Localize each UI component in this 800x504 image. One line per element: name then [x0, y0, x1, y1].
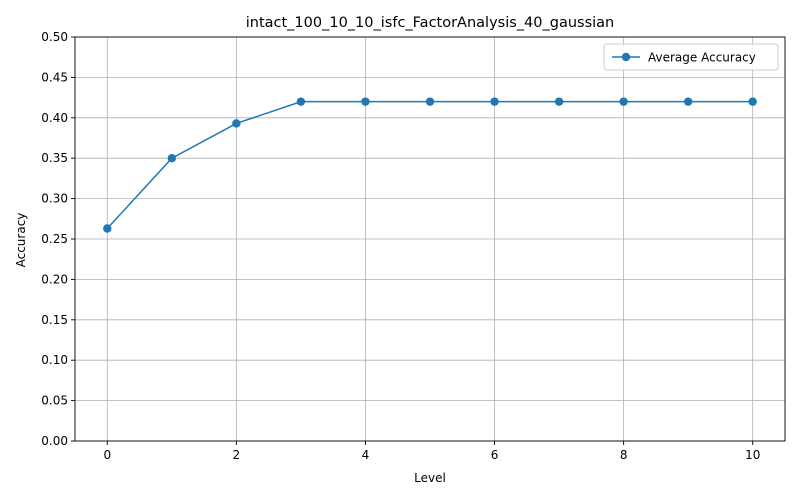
legend-box [603, 43, 779, 71]
data-point [748, 97, 757, 106]
y-tick-label: 0.15 [41, 313, 68, 327]
x-axis-label: Level [414, 471, 446, 485]
y-tick-label: 0.35 [41, 151, 68, 165]
data-point [103, 224, 112, 233]
legend-marker [621, 52, 631, 62]
x-tick-label: 4 [362, 448, 370, 462]
axes: 0 2 4 6 8 10 0.00 0.05 0.10 0.15 0.20 0.25 0.30 0.35 0… [41, 30, 786, 462]
data-point [361, 97, 370, 106]
y-tick-label: 0.20 [41, 272, 68, 286]
series-layer [103, 97, 757, 233]
data-point [167, 154, 177, 163]
series-line [106, 100, 753, 230]
data-point [296, 97, 306, 106]
legend-label: Average Accuracy [648, 51, 756, 65]
data-point [425, 97, 435, 106]
data-point [683, 97, 693, 106]
x-tick-label: 10 [745, 448, 760, 462]
y-tick-label: 0.30 [41, 192, 68, 206]
y-tick-label: 0.40 [41, 111, 68, 125]
data-point [490, 97, 499, 106]
x-tick-label: 0 [103, 448, 111, 462]
x-tick-label: 2 [233, 448, 241, 462]
x-tick-label: 8 [620, 448, 628, 462]
legend: Average Accuracy [603, 43, 779, 71]
data-point [619, 97, 628, 106]
y-tick-label: 0.50 [41, 30, 68, 44]
data-point [554, 97, 564, 106]
data-point [232, 119, 241, 128]
y-tick-label: 0.00 [41, 434, 68, 448]
y-axis-label: Accuracy [14, 213, 28, 268]
y-tick-label: 0.10 [41, 353, 68, 367]
y-tick-label: 0.05 [41, 394, 68, 408]
chart-title: intact_100_10_10_isfc_FactorAnalysis_40_… [246, 15, 615, 31]
y-tick-label: 0.45 [41, 70, 68, 84]
y-tick-label: 0.25 [41, 232, 68, 246]
x-tick-label: 6 [491, 448, 499, 462]
